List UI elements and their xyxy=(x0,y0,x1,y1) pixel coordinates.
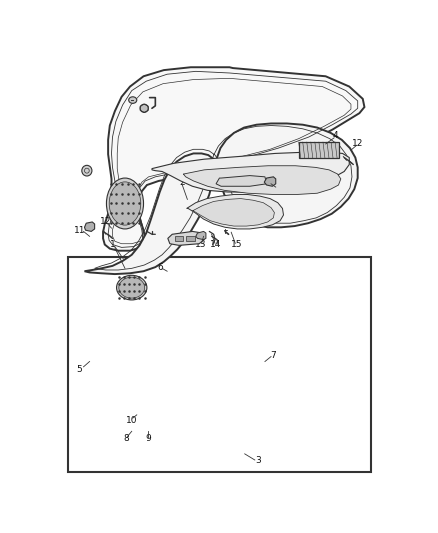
Polygon shape xyxy=(175,236,183,241)
Ellipse shape xyxy=(129,97,137,103)
Text: 4: 4 xyxy=(333,131,339,140)
Polygon shape xyxy=(264,177,276,186)
Text: 12: 12 xyxy=(352,140,364,149)
Ellipse shape xyxy=(119,277,145,298)
Text: 1: 1 xyxy=(110,240,116,249)
Text: 11: 11 xyxy=(264,179,276,188)
Text: 2: 2 xyxy=(180,179,185,188)
Text: 8: 8 xyxy=(124,434,130,443)
Polygon shape xyxy=(237,207,253,222)
Ellipse shape xyxy=(106,178,144,229)
Text: 3: 3 xyxy=(255,456,261,464)
Polygon shape xyxy=(187,195,283,229)
Text: 13: 13 xyxy=(195,240,207,249)
Ellipse shape xyxy=(109,182,141,225)
Bar xyxy=(67,257,371,472)
Ellipse shape xyxy=(140,104,148,112)
Polygon shape xyxy=(196,231,206,240)
Ellipse shape xyxy=(82,165,92,176)
Text: 15: 15 xyxy=(230,240,242,249)
Text: 11: 11 xyxy=(74,225,86,235)
Polygon shape xyxy=(186,236,195,241)
Ellipse shape xyxy=(117,276,147,300)
Polygon shape xyxy=(152,152,349,192)
Polygon shape xyxy=(184,166,341,195)
Text: 10: 10 xyxy=(126,416,138,425)
Polygon shape xyxy=(85,124,358,274)
Polygon shape xyxy=(85,222,95,231)
Polygon shape xyxy=(168,231,204,245)
Text: 6: 6 xyxy=(158,263,163,272)
Polygon shape xyxy=(216,175,267,186)
Text: 7: 7 xyxy=(271,351,276,360)
Polygon shape xyxy=(299,142,339,158)
Text: 9: 9 xyxy=(146,434,152,443)
Polygon shape xyxy=(103,67,364,251)
Text: 14: 14 xyxy=(210,240,222,249)
Text: 12: 12 xyxy=(100,217,111,227)
Polygon shape xyxy=(192,199,274,226)
Text: 5: 5 xyxy=(76,365,81,374)
